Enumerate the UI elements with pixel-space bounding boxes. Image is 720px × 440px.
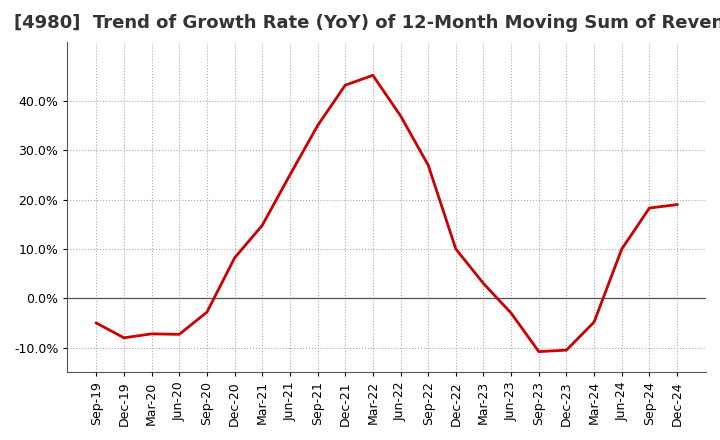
- Title: [4980]  Trend of Growth Rate (YoY) of 12-Month Moving Sum of Revenues: [4980] Trend of Growth Rate (YoY) of 12-…: [14, 14, 720, 32]
